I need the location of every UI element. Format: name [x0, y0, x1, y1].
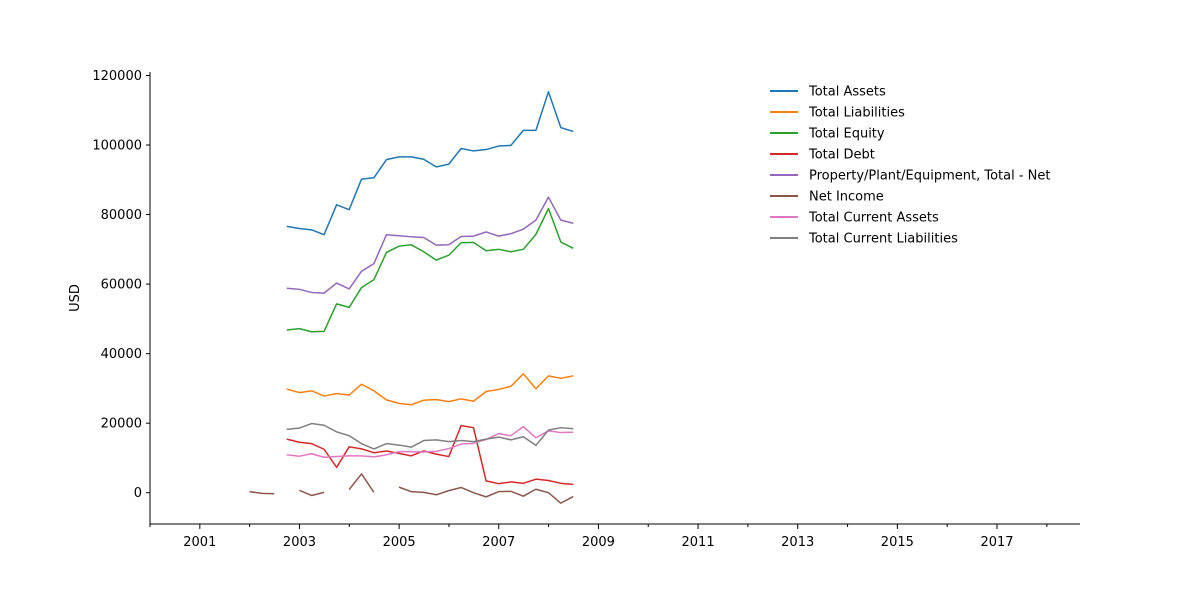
y-tick-label: 120000	[92, 69, 142, 84]
legend-label: Total Liabilities	[808, 106, 905, 121]
legend-entry-total-current-liabilities: Total Current Liabilities	[770, 232, 958, 247]
legend-entry-net-income: Net Income	[770, 190, 884, 205]
series-line-total-debt	[286, 424, 574, 486]
legend-entry-total-equity: Total Equity	[770, 127, 885, 142]
legend-entry-total-debt: Total Debt	[770, 148, 875, 163]
series-line-total-current-liabilities	[286, 422, 574, 450]
series-line-total-current-assets	[286, 425, 574, 458]
x-tick-label: 2013	[781, 535, 814, 550]
legend-label: Property/Plant/Equipment, Total - Net	[809, 169, 1051, 184]
series-line-total-assets	[286, 91, 574, 236]
legend-entry-total-current-assets: Total Current Assets	[770, 211, 939, 226]
legend-entry-total-liabilities: Total Liabilities	[770, 106, 905, 121]
y-tick-label: 20000	[101, 417, 142, 432]
legend-label: Total Current Liabilities	[808, 232, 958, 247]
x-tick-label: 2011	[682, 535, 715, 550]
legend-label: Net Income	[809, 190, 884, 205]
axes: 0 20000 40000 60000 80000 100000 120000 2001 200…	[68, 69, 1080, 550]
legend-entry-property-plant-equipment-total-net: Property/Plant/Equipment, Total - Net	[770, 169, 1051, 184]
legend-label: Total Assets	[808, 85, 886, 100]
y-tick-label: 0	[134, 486, 142, 501]
series-line-total-liabilities	[286, 373, 574, 406]
series-lines	[249, 91, 574, 504]
legend-label: Total Equity	[808, 127, 885, 142]
series-line-net-income	[249, 473, 574, 504]
series-line-property-plant-equipment-total-net	[286, 196, 574, 294]
y-tick-label: 80000	[101, 208, 142, 223]
legend-label: Total Debt	[808, 148, 875, 163]
legend-label: Total Current Assets	[808, 211, 939, 226]
x-tick-label: 2017	[980, 535, 1013, 550]
legend-entry-total-assets: Total Assets	[770, 85, 886, 100]
x-tick-label: 2015	[881, 535, 914, 550]
series-line-total-equity	[286, 207, 574, 333]
x-tick-label: 2003	[283, 535, 316, 550]
y-tick-label: 100000	[92, 139, 142, 154]
y-axis-label: USD	[68, 284, 83, 312]
y-tick-label: 40000	[101, 347, 142, 362]
x-tick-label: 2001	[183, 535, 216, 550]
y-tick-label: 60000	[101, 278, 142, 293]
x-tick-label: 2005	[383, 535, 416, 550]
legend: Total Assets Total Liabilities Total Equit…	[770, 85, 1051, 247]
x-tick-label: 2007	[482, 535, 515, 550]
x-tick-label: 2009	[582, 535, 615, 550]
